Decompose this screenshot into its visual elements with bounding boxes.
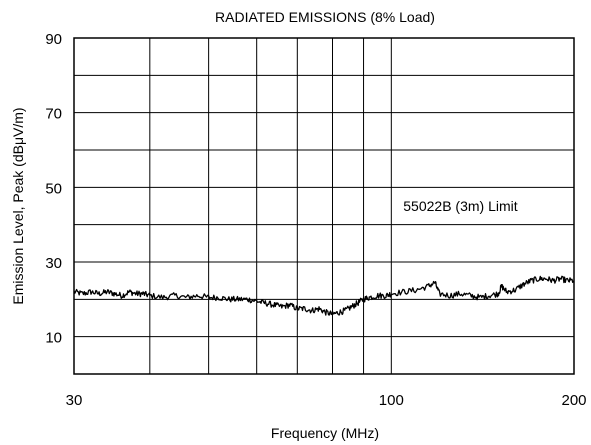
- annotations: 55022B (3m) Limit: [403, 198, 517, 214]
- y-tick-label: 90: [45, 31, 62, 48]
- series-group: [73, 275, 575, 316]
- limit-annotation: 55022B (3m) Limit: [403, 198, 517, 214]
- x-tick-label: 200: [561, 392, 586, 409]
- chart-title: RADIATED EMISSIONS (8% Load): [215, 9, 435, 25]
- x-tick-label: 100: [379, 392, 404, 409]
- y-axis-label: Emission Level, Peak (dBμV/m): [10, 107, 26, 304]
- y-tick-label: 10: [45, 330, 62, 347]
- grid: [73, 37, 575, 375]
- x-tick-label: 30: [66, 392, 83, 409]
- y-tick-label: 50: [45, 180, 62, 197]
- y-tick-label: 30: [45, 255, 62, 272]
- emission-trace: [73, 275, 575, 316]
- y-tick-labels: 10 30 50 70 90: [45, 31, 62, 347]
- y-tick-label: 70: [45, 106, 62, 123]
- x-tick-labels: 30 100 200: [66, 392, 587, 409]
- plot-area-border: [73, 37, 575, 375]
- x-axis-label: Frequency (MHz): [271, 425, 379, 441]
